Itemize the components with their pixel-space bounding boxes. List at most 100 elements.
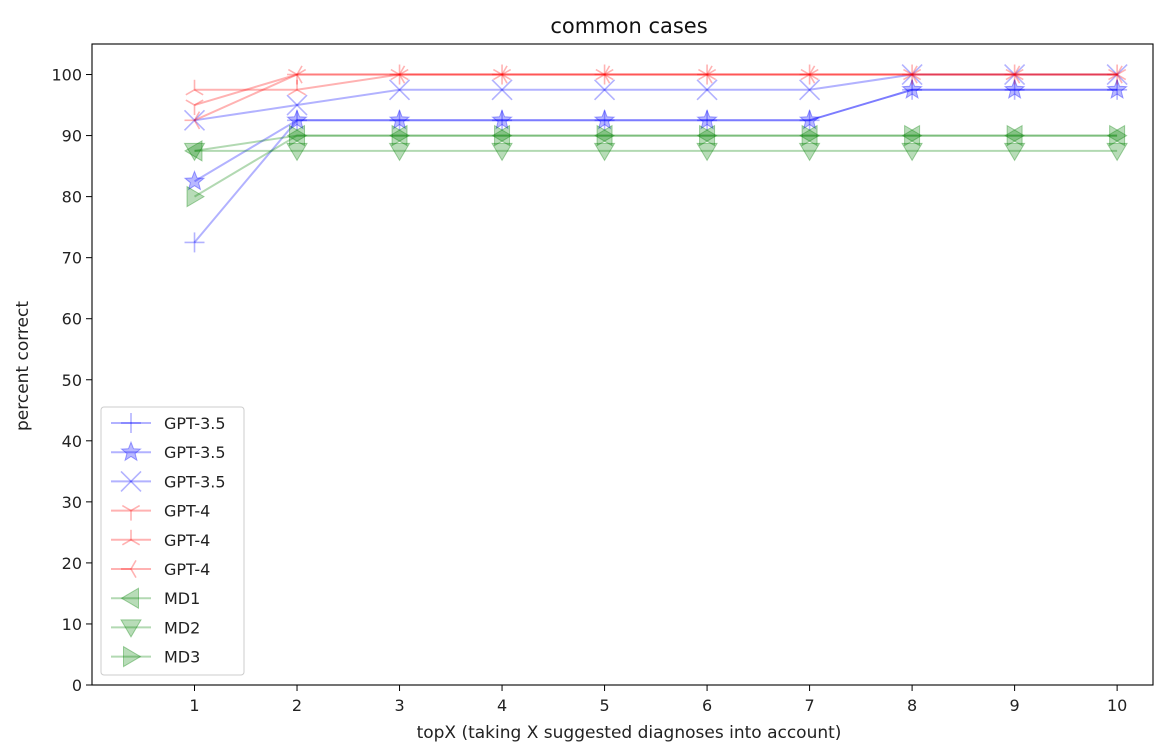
legend-label: MD2 xyxy=(164,618,200,637)
data-point xyxy=(388,142,411,162)
data-point xyxy=(1003,142,1026,162)
series-5 xyxy=(185,64,1127,96)
series-line xyxy=(193,88,1118,244)
x-tick-label: 10 xyxy=(1107,696,1127,715)
data-point xyxy=(903,68,922,85)
data-point xyxy=(699,124,718,147)
data-point xyxy=(799,65,816,84)
data-point xyxy=(696,79,718,101)
data-point xyxy=(184,111,201,130)
y-tick-label: 50 xyxy=(62,371,82,390)
legend-label: GPT-4 xyxy=(164,502,210,521)
data-point xyxy=(183,142,206,162)
y-axis-label: percent correct xyxy=(13,301,33,431)
data-point xyxy=(698,64,717,81)
y-tick-label: 30 xyxy=(62,493,82,512)
data-point xyxy=(902,65,918,84)
data-point xyxy=(901,142,923,162)
series-line xyxy=(194,88,1118,183)
data-point xyxy=(903,64,922,81)
data-point xyxy=(388,79,411,101)
data-point xyxy=(904,124,923,147)
data-point xyxy=(696,142,718,162)
data-point xyxy=(492,64,512,81)
data-point xyxy=(286,142,308,162)
data-point xyxy=(593,108,616,130)
series-9 xyxy=(186,124,1128,208)
data-point xyxy=(593,79,616,101)
data-point xyxy=(1106,124,1126,147)
data-point xyxy=(594,124,613,147)
data-point xyxy=(186,185,205,208)
data-point xyxy=(799,79,821,101)
series-6 xyxy=(184,65,1123,130)
data-point xyxy=(697,110,718,131)
legend-entry: MD3 xyxy=(111,645,200,668)
data-point xyxy=(698,68,717,85)
series-4 xyxy=(185,68,1127,116)
data-point xyxy=(798,108,821,130)
series-line xyxy=(194,73,1118,122)
y-tick-label: 60 xyxy=(62,310,82,329)
legend-entry: MD1 xyxy=(111,587,200,610)
legend-marker xyxy=(123,645,142,668)
data-point xyxy=(491,124,511,147)
data-point xyxy=(1109,124,1128,147)
y-tick-label: 90 xyxy=(62,127,82,146)
plot-frame xyxy=(91,43,1154,686)
legend-marker xyxy=(120,440,142,462)
data-point xyxy=(595,68,614,85)
y-tick-label: 0 xyxy=(72,676,82,695)
x-tick-label: 1 xyxy=(189,696,199,715)
data-point xyxy=(1005,64,1024,81)
legend: GPT-3.5 GPT-3.5 GPT-3.5 GPT-4 GPT-4 GPT-4 MD1 M… xyxy=(100,406,245,676)
chart-title: common cases xyxy=(550,14,707,38)
data-point xyxy=(185,79,204,96)
data-point xyxy=(491,79,513,101)
y-tick-label: 40 xyxy=(62,432,82,451)
data-point xyxy=(391,124,411,147)
series-line xyxy=(194,73,1118,91)
legend-entry: MD2 xyxy=(111,618,200,638)
data-point xyxy=(494,124,513,147)
y-tick-label: 100 xyxy=(51,66,82,85)
series-7 xyxy=(184,124,1126,162)
data-point xyxy=(596,124,616,147)
data-point xyxy=(287,110,308,131)
x-tick-label: 6 xyxy=(702,696,712,715)
legend-label: GPT-3.5 xyxy=(164,472,226,491)
y-tick-label: 10 xyxy=(62,615,82,634)
data-point xyxy=(1004,124,1023,147)
data-point xyxy=(697,65,713,84)
legend-marker xyxy=(121,529,141,546)
data-point xyxy=(901,78,923,100)
data-point xyxy=(389,124,408,147)
legend-label: GPT-3.5 xyxy=(164,443,226,462)
y-tick-label: 20 xyxy=(62,554,82,573)
data-point xyxy=(1004,63,1026,86)
data-point xyxy=(1106,63,1128,86)
legend-marker xyxy=(121,504,141,521)
data-point xyxy=(1004,65,1021,84)
data-point xyxy=(1107,79,1128,100)
data-point xyxy=(594,110,615,131)
legend-marker xyxy=(121,559,137,579)
legend-marker xyxy=(120,619,142,638)
x-tick-label: 8 xyxy=(907,696,917,715)
data-point xyxy=(388,108,411,130)
legend-box xyxy=(100,406,245,676)
data-point xyxy=(390,68,409,85)
data-point xyxy=(183,170,206,191)
data-point xyxy=(800,68,819,85)
data-point xyxy=(595,64,614,81)
x-tick-label: 7 xyxy=(804,696,814,715)
data-point xyxy=(799,110,820,131)
series-2 xyxy=(183,78,1128,191)
data-point xyxy=(1106,142,1128,162)
legend-entry: GPT-3.5 xyxy=(111,440,226,462)
data-point xyxy=(1005,68,1024,85)
data-point xyxy=(800,64,819,81)
series-line xyxy=(194,73,1118,107)
data-point xyxy=(389,110,410,131)
x-tick-label: 3 xyxy=(394,696,404,715)
